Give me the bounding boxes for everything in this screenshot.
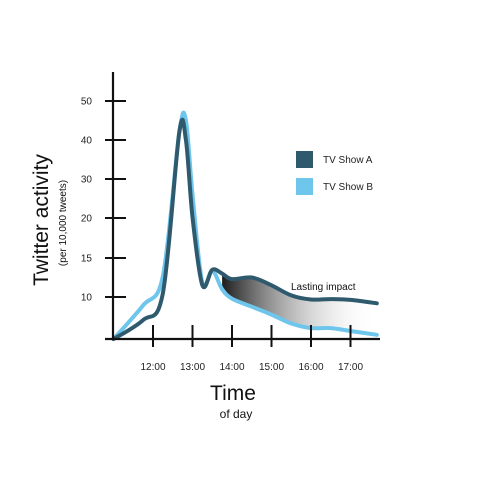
x-tick-label: 13:00 [180, 362, 205, 373]
y-axis-sublabel: (per 10,000 tweets) [58, 180, 69, 266]
legend-label-show-b: TV Show B [323, 182, 373, 193]
x-axis-sublabel: of day [220, 407, 253, 421]
x-axis-label: Time [210, 382, 256, 405]
y-tick-label: 40 [81, 136, 93, 147]
y-tick-label: 30 [81, 175, 93, 186]
y-tick-label: 20 [81, 214, 93, 225]
y-tick-label: 10 [81, 293, 93, 304]
legend-swatch-show-a [296, 151, 313, 168]
lasting-impact-area [222, 273, 377, 335]
series-line-show-a [111, 117, 379, 341]
y-tick-label: 50 [81, 97, 93, 108]
x-tick-label: 12:00 [140, 362, 165, 373]
x-tick-label: 17:00 [338, 362, 363, 373]
x-tick-label: 16:00 [298, 362, 323, 373]
legend-label-show-a: TV Show A [323, 155, 373, 166]
legend-swatch-show-b [296, 178, 313, 195]
y-axis-label: Twitter activity [30, 154, 53, 286]
lasting-impact-annotation: Lasting impact [291, 282, 356, 293]
legend: TV Show A TV Show B [296, 151, 373, 195]
y-tick-label: 15 [81, 254, 93, 265]
x-tick-label: 14:00 [219, 362, 244, 373]
x-tick-label: 15:00 [259, 362, 284, 373]
